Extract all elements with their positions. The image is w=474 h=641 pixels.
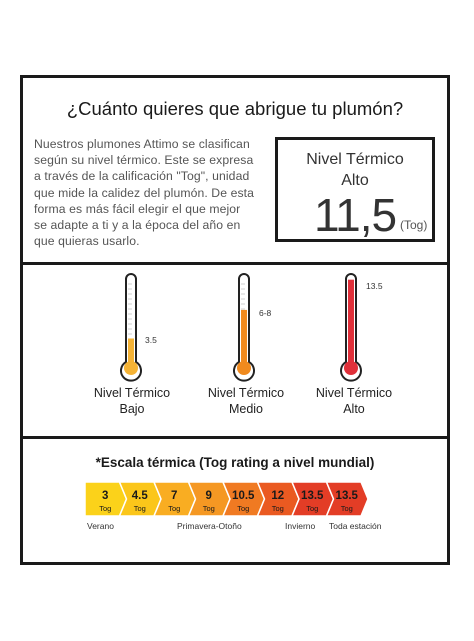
thermometer-medium [233,273,255,382]
scale-segment: 13.5 Tog [325,481,369,517]
scale-segment-unit: Tog [237,504,249,513]
divider-bottom [20,436,450,439]
label-line: Nivel Térmico [315,386,393,400]
thermometer-label-medium: Nivel Térmico Medio [191,385,301,417]
scale-segment-value: 7 [171,490,177,502]
description-line: forma es más fácil elegir el que mejor [34,201,241,216]
page-title: ¿Cuánto quieres que abrigue tu plumón? [66,98,404,119]
scale-segment-value: 9 [206,490,212,502]
description-line: Nuestros plumones Attimo se clasifican [34,137,250,151]
thermometer-bulb [124,361,138,375]
scale-title: *Escala térmica (Tog rating a nivel mund… [95,455,375,470]
thermometer-value-low: 3.5 [145,335,157,345]
description-line: que mide la calidez del plumón. De esta [34,185,255,200]
scale-segment-unit: Tog [134,504,146,513]
thermal-level-label: Nivel Térmico [306,151,404,168]
divider-top [20,262,450,265]
scale-segment-unit: Tog [341,504,353,513]
scale-segment-value: 13.5 [301,490,324,502]
description-line: se adapte a ti y a la época del año en [34,218,241,233]
scale-caption-all-season: Toda estación [329,521,382,531]
thermometer-high [340,273,362,382]
thermometer-fill [128,338,134,366]
tog-scale: 3Tog4.5Tog7Tog9Tog10.5Tog12Tog13.5Tog13.… [85,481,369,517]
description-line: que quieras usarlo. [34,234,140,249]
scale-caption-summer: Verano [87,521,114,531]
scale-segment: 13.5 Tog [290,481,335,517]
label-line: Nivel Térmico [93,386,171,400]
label-line: Medio [228,402,264,416]
scale-segment-value: 3 [102,490,108,502]
scale-segment: 7 Tog [152,481,197,517]
thermal-level-unit: (Tog) [400,218,428,232]
thermometer-outline [120,273,142,382]
scale-segment: 3 Tog [85,481,128,517]
scale-segment-unit: Tog [99,504,111,513]
scale-segment: 12 Tog [256,481,300,517]
scale-segment-value: 10.5 [232,490,255,502]
thermal-level-value: 11,5 [314,189,397,241]
scale-segment-unit: Tog [272,504,284,513]
thermometer-label-low: Nivel Térmico Bajo [77,385,187,417]
thermometer-low [120,273,142,382]
label-line: Bajo [119,402,145,416]
thermal-level-category: Alto [341,172,369,189]
scale-caption-spring-autumn: Primavera-Otoño [177,521,242,531]
label-line: Alto [343,402,365,416]
scale-segment-unit: Tog [203,504,215,513]
scale-caption-winter: Invierno [285,521,316,531]
thermometer-label-high: Nivel Térmico Alto [299,385,409,417]
thermometer-fill [348,279,354,366]
info-panel [20,75,450,565]
scale-segment-value: 12 [271,490,284,502]
scale-segment: 9 Tog [187,481,231,517]
description-text: Nuestros plumones Attimo se clasifican s… [34,136,266,249]
thermometer-value-high: 13.5 [366,281,383,291]
scale-segment-shape [325,481,369,517]
scale-segment-value: 13.5 [336,490,359,502]
description-line: según su nivel térmico. Este se expresa [34,153,254,168]
description-line: a través de la calificación "Tog", unida… [34,169,250,184]
scale-segment-value: 4.5 [132,490,149,502]
scale-segment: 4.5 Tog [118,481,162,517]
thermometer-bulb [237,361,251,375]
label-line: Nivel Térmico [207,386,285,400]
thermal-level-box: Nivel Térmico Alto 11,5 (Tog) [275,137,435,242]
scale-segment-unit: Tog [306,504,318,513]
thermometer-value-medium: 6-8 [259,308,272,318]
thermometer-bulb [344,361,358,375]
scale-segment-unit: Tog [168,504,180,513]
thermometer-fill [241,309,247,366]
scale-segment: 10.5 Tog [221,481,266,517]
